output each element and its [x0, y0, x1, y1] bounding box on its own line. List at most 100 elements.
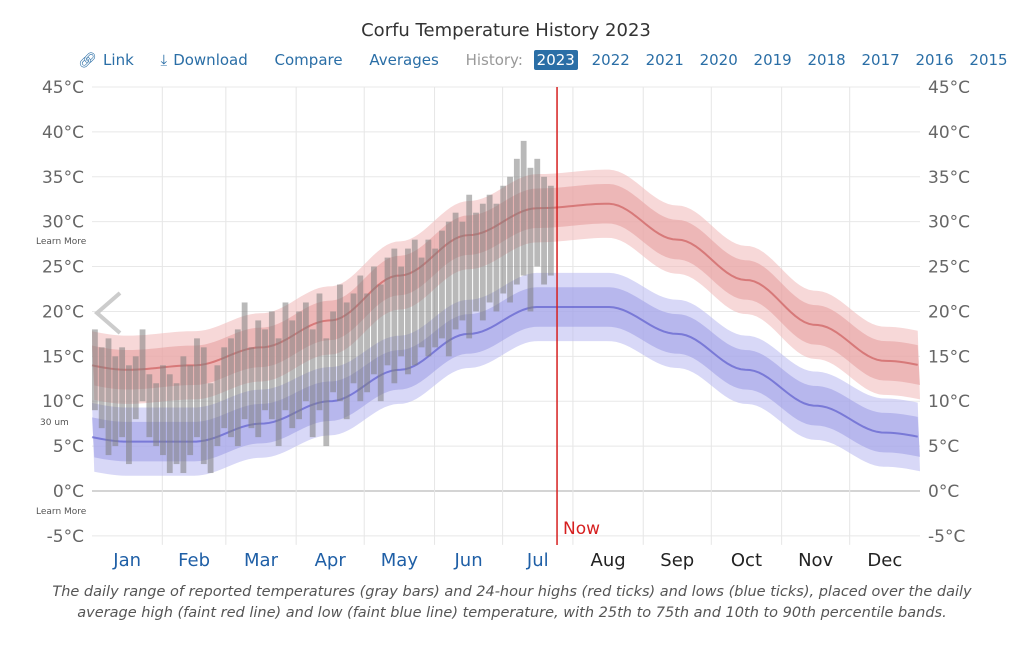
daily-range-bar — [105, 338, 112, 456]
y-tick-right: 10°C — [928, 392, 970, 412]
year-2023[interactable]: 2023 — [533, 50, 578, 70]
daily-range-bar — [357, 275, 364, 402]
download-button[interactable]: ⤓ Download — [160, 51, 248, 69]
daily-range-bar — [255, 320, 262, 438]
year-2019[interactable]: 2019 — [753, 51, 792, 69]
now-label: Now — [563, 519, 600, 539]
year-2017[interactable]: 2017 — [861, 51, 900, 69]
daily-range-bar — [112, 356, 119, 447]
month-label: Feb — [178, 550, 210, 571]
chart-title: Corfu Temperature History 2023 — [361, 20, 651, 41]
daily-range-bar — [119, 347, 126, 438]
daily-range-bar — [520, 140, 527, 276]
daily-range-bar — [398, 266, 405, 357]
daily-range-bar — [384, 257, 391, 366]
chevron-left-icon[interactable] — [93, 291, 122, 335]
learn-more-overlay[interactable]: Learn More — [36, 507, 87, 517]
daily-range-bar — [534, 158, 541, 267]
month-label: Jul — [526, 550, 549, 571]
daily-range-bar — [513, 158, 520, 285]
daily-range-bar — [146, 374, 153, 438]
chart-caption: The daily range of reported temperatures… — [52, 584, 972, 621]
daily-range-bar — [160, 365, 166, 456]
y-tick-right: 30°C — [928, 213, 970, 233]
daily-range-bar — [418, 257, 425, 348]
daily-range-bar — [214, 365, 221, 447]
daily-range-bar — [200, 347, 207, 465]
y-tick-left: 20°C — [42, 302, 84, 322]
daily-range-bar — [445, 221, 452, 357]
daily-range-bar — [207, 383, 214, 474]
daily-range-bar — [221, 347, 228, 429]
daily-range-bar — [187, 365, 194, 456]
daily-range-bar — [541, 176, 547, 285]
link-button[interactable]: 🔗︎ Link — [78, 51, 134, 69]
year-2021[interactable]: 2021 — [645, 51, 684, 69]
month-label: Nov — [798, 550, 833, 571]
year-2015[interactable]: 2015 — [969, 51, 1008, 69]
y-tick-left: 35°C — [42, 168, 84, 188]
year-2018[interactable]: 2018 — [807, 51, 846, 69]
month-label: Jun — [454, 550, 483, 571]
month-label: Apr — [315, 550, 347, 571]
daily-range-bar — [452, 212, 459, 330]
daily-range-bar — [493, 203, 500, 312]
daily-range-bar — [316, 293, 323, 411]
daily-range-bar — [466, 194, 473, 339]
daily-range-bar — [289, 320, 296, 429]
daily-range-bar — [330, 311, 336, 393]
daily-range-bar — [92, 329, 98, 411]
y-tick-left: 30°C — [42, 213, 84, 233]
learn-more-overlay[interactable]: Learn More — [36, 237, 87, 247]
daily-range-bar — [432, 248, 439, 348]
daily-range-bar — [180, 356, 187, 474]
daily-range-bar — [507, 176, 513, 303]
daily-range-bar — [262, 329, 268, 411]
daily-range-bar — [268, 311, 275, 420]
daily-range-bar — [153, 383, 160, 447]
toolbar: 🔗︎ Link ⤓ Download Compare Averages Histor… — [78, 50, 1017, 70]
month-label: Mar — [244, 550, 279, 571]
y-tick-right: 5°C — [928, 437, 959, 457]
y-tick-right: 20°C — [928, 302, 970, 322]
y-tick-right: 40°C — [928, 123, 970, 143]
year-2022[interactable]: 2022 — [591, 51, 630, 69]
y-tick-left: -5°C — [47, 527, 84, 547]
daily-range-bar — [126, 365, 132, 465]
daily-range-bar — [486, 194, 493, 303]
daily-range-bar — [241, 302, 248, 420]
daily-range-bar — [228, 338, 234, 438]
y-tick-left: 5°C — [53, 437, 84, 457]
averages-link[interactable]: Averages — [369, 51, 439, 69]
y-tick-left: 10°C — [42, 392, 84, 412]
overlay-fragment: 30 um — [40, 418, 69, 428]
daily-range-bar — [132, 356, 139, 420]
y-tick-right: 15°C — [928, 347, 970, 367]
y-tick-left: 25°C — [42, 258, 84, 278]
year-2020[interactable]: 2020 — [699, 51, 738, 69]
temperature-chart: 45°C 45°C 40°C 40°C 35°C 35°C 30°C 30°C 25°C 25°C… — [42, 78, 970, 571]
year-2016[interactable]: 2016 — [915, 51, 954, 69]
daily-range-bar — [309, 329, 316, 438]
compare-link[interactable]: Compare — [274, 51, 343, 69]
daily-range-bar — [439, 230, 445, 339]
download-icon: ⤓ — [160, 51, 168, 69]
daily-range-bar — [234, 329, 241, 447]
daily-range-bar — [500, 185, 507, 294]
month-label: Dec — [867, 550, 902, 571]
history-label: History: — [465, 51, 523, 69]
daily-range-bar — [302, 302, 309, 402]
daily-range-bar — [425, 239, 432, 357]
daily-range-bar — [296, 311, 302, 420]
daily-range-bar — [282, 302, 289, 411]
daily-range-bar — [139, 329, 146, 402]
y-tick-left: 40°C — [42, 123, 84, 143]
daily-range-bar — [364, 293, 371, 393]
month-label: Aug — [591, 550, 626, 571]
link-icon: 🔗︎ — [78, 51, 98, 69]
daily-range-bar — [371, 266, 377, 375]
daily-range-bar — [473, 212, 479, 312]
daily-range-bar — [459, 221, 466, 321]
y-tick-right: 35°C — [928, 168, 970, 188]
y-tick-right: 25°C — [928, 258, 970, 278]
